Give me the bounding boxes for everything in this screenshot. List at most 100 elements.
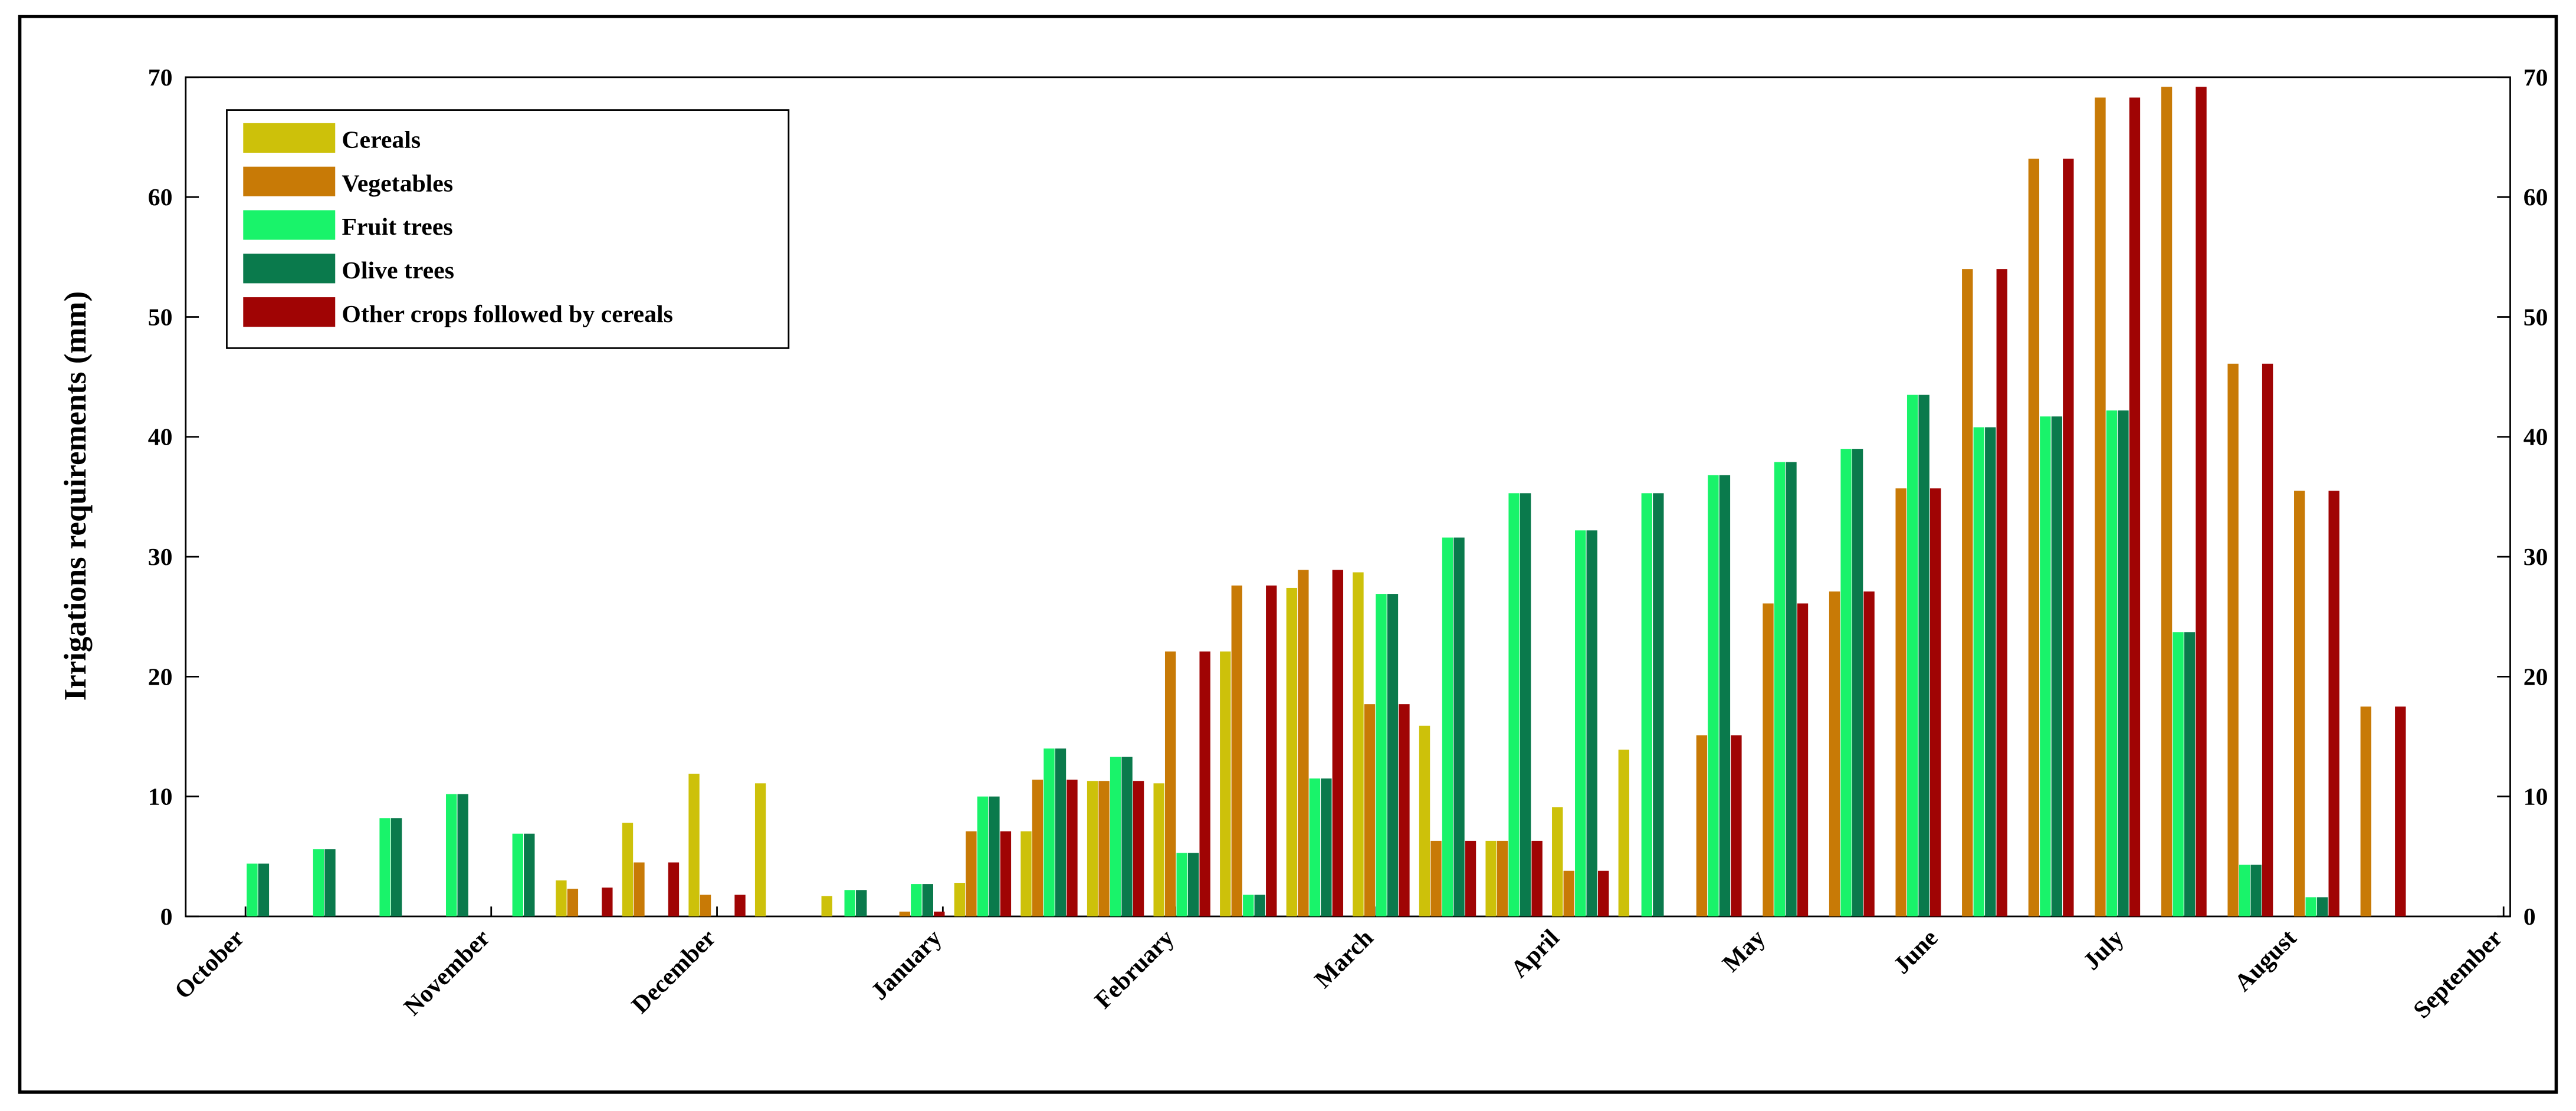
- bar: [1187, 853, 1199, 916]
- bar: [1520, 493, 1531, 916]
- bar: [1055, 748, 1067, 916]
- bar: [313, 849, 324, 916]
- legend-swatch: [243, 123, 336, 153]
- x-tick-label: April: [1506, 925, 1565, 984]
- y-tick-label-right: 30: [2524, 544, 2548, 571]
- bar: [1763, 603, 1774, 916]
- bar: [1465, 840, 1476, 916]
- bar: [457, 794, 468, 916]
- bar: [602, 888, 613, 916]
- bar: [922, 884, 933, 916]
- bar: [2395, 706, 2406, 916]
- bar: [2294, 491, 2305, 916]
- bar: [2360, 706, 2371, 916]
- x-tick-label: August: [2229, 924, 2302, 997]
- bar: [2106, 410, 2118, 916]
- bar: [1376, 594, 1387, 916]
- bar: [2184, 632, 2196, 916]
- bar: [700, 895, 711, 916]
- y-tick-label: 0: [160, 903, 173, 931]
- bar: [1552, 807, 1563, 916]
- bar: [1829, 591, 1840, 916]
- bar: [1231, 585, 1242, 916]
- bar: [1618, 750, 1630, 916]
- bar: [2196, 87, 2207, 916]
- bar: [379, 818, 390, 916]
- bar: [934, 911, 945, 916]
- bar: [1840, 449, 1852, 916]
- bar: [1032, 780, 1043, 916]
- x-tick-label: February: [1090, 924, 1179, 1014]
- bar: [1153, 783, 1164, 916]
- bar: [1353, 572, 1364, 916]
- bar: [1321, 778, 1332, 916]
- x-tick-label: November: [399, 925, 495, 1021]
- bar: [1485, 840, 1497, 916]
- bar: [1653, 493, 1664, 916]
- bar: [2317, 897, 2328, 916]
- bar: [1133, 781, 1144, 916]
- bar: [1442, 537, 1453, 916]
- bar: [1586, 530, 1597, 916]
- bar: [821, 896, 832, 916]
- x-tick-label: September: [2408, 925, 2508, 1024]
- bar: [1996, 269, 2007, 916]
- y-tick-label-right: 40: [2524, 424, 2548, 451]
- legend-swatch: [243, 254, 336, 284]
- legend-label: Olive trees: [342, 257, 454, 284]
- bar: [1020, 831, 1032, 916]
- bar: [1199, 651, 1210, 916]
- bar: [1863, 591, 1875, 916]
- bar: [1286, 587, 1298, 916]
- bar: [1508, 493, 1520, 916]
- bar: [2227, 363, 2239, 916]
- y-axis-label: Irrigations requirements (mm): [58, 291, 93, 701]
- y-tick-label: 50: [148, 304, 173, 331]
- bar: [1164, 651, 1176, 916]
- x-tick-label: May: [1718, 924, 1771, 977]
- bar: [2161, 87, 2173, 916]
- bar: [445, 794, 457, 916]
- bar: [989, 796, 1000, 916]
- frame: [18, 15, 2558, 1094]
- bar: [966, 831, 977, 916]
- bar: [1298, 570, 1309, 916]
- legend-label: Cereals: [342, 127, 421, 154]
- y-tick-label: 70: [148, 64, 173, 91]
- bar: [634, 862, 645, 916]
- legend-swatch: [243, 166, 336, 196]
- bar: [1708, 475, 1719, 916]
- bar: [1266, 585, 1277, 916]
- bar: [567, 889, 579, 916]
- bar: [1087, 781, 1098, 916]
- y-tick-label: 10: [148, 784, 173, 811]
- bar: [1110, 757, 1121, 916]
- x-tick-label: June: [1888, 925, 1943, 979]
- bar: [390, 818, 402, 916]
- bar: [1696, 735, 1708, 916]
- bar: [1332, 570, 1344, 916]
- bar: [1575, 530, 1586, 916]
- bar: [911, 884, 922, 916]
- bar: [2028, 159, 2040, 916]
- bar: [1719, 475, 1731, 916]
- bar: [1929, 488, 1941, 916]
- bar: [2051, 416, 2063, 916]
- bar: [1364, 704, 1376, 916]
- bar: [2063, 159, 2074, 916]
- bar: [1067, 780, 1078, 916]
- y-tick-label: 20: [148, 663, 173, 691]
- legend-label: Fruit trees: [342, 213, 452, 241]
- x-tick-label: July: [2078, 924, 2129, 975]
- x-tick-label: December: [626, 925, 721, 1019]
- bar: [258, 863, 270, 916]
- bar: [1121, 757, 1133, 916]
- x-tick-label: March: [1310, 925, 1379, 994]
- bar: [734, 895, 746, 916]
- bar: [1098, 781, 1110, 916]
- y-tick-label: 40: [148, 424, 173, 451]
- y-tick-label-right: 0: [2524, 903, 2536, 931]
- bar: [977, 796, 989, 916]
- bar: [1254, 895, 1265, 916]
